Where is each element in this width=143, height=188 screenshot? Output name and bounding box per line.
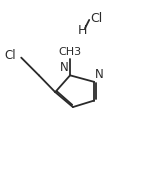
Text: H: H (77, 24, 87, 37)
Text: N: N (94, 68, 103, 81)
Text: Cl: Cl (4, 49, 16, 62)
Text: CH3: CH3 (58, 47, 82, 57)
Text: N: N (60, 61, 69, 74)
Text: Cl: Cl (91, 12, 103, 25)
